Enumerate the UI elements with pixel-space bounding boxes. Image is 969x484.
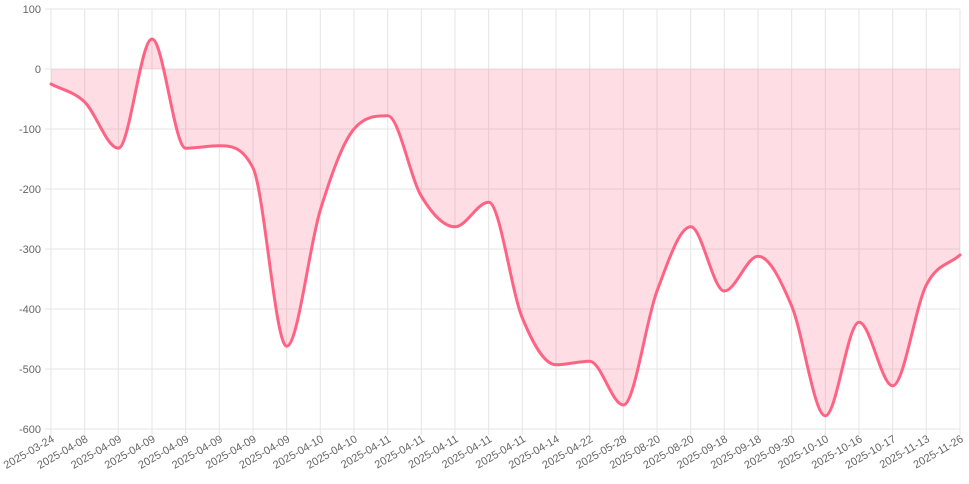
data-point[interactable] — [115, 145, 121, 151]
data-point[interactable] — [149, 36, 155, 42]
data-point[interactable] — [553, 362, 559, 368]
area-layer — [49, 37, 962, 418]
data-point[interactable] — [351, 126, 357, 132]
series-area-fill — [51, 39, 960, 416]
y-tick-label: -200 — [19, 184, 41, 196]
y-tick-label: -100 — [19, 124, 41, 136]
data-point[interactable] — [822, 413, 828, 419]
data-point[interactable] — [216, 143, 222, 149]
data-point[interactable] — [856, 319, 862, 325]
data-point[interactable] — [418, 193, 424, 199]
data-point[interactable] — [789, 303, 795, 309]
data-point[interactable] — [957, 252, 963, 258]
data-point[interactable] — [587, 358, 593, 364]
data-point[interactable] — [385, 113, 391, 119]
data-point[interactable] — [284, 343, 290, 349]
y-tick-label: 0 — [35, 64, 41, 76]
data-point[interactable] — [48, 81, 54, 87]
y-tick-label: -400 — [19, 304, 41, 316]
y-tick-label: -600 — [19, 424, 41, 436]
y-axis-ticks: 100 0 -100 -200 -300 -400 -500 -600 — [19, 4, 41, 436]
data-point[interactable] — [688, 224, 694, 230]
y-tick-label: 100 — [23, 4, 41, 16]
series-line — [49, 37, 962, 418]
data-point[interactable] — [755, 253, 761, 259]
data-point[interactable] — [721, 288, 727, 294]
data-point[interactable] — [519, 315, 525, 321]
data-point[interactable] — [654, 288, 660, 294]
y-tick-label: -300 — [19, 244, 41, 256]
data-point[interactable] — [183, 145, 189, 151]
data-point[interactable] — [923, 282, 929, 288]
data-point[interactable] — [890, 383, 896, 389]
data-point[interactable] — [317, 207, 323, 213]
data-point[interactable] — [452, 224, 458, 230]
data-point[interactable] — [82, 99, 88, 105]
data-point[interactable] — [486, 199, 492, 205]
y-tick-label: -500 — [19, 364, 41, 376]
data-point[interactable] — [250, 165, 256, 171]
grid-layer — [45, 8, 961, 435]
x-axis-ticks: 2025-03-242025-04-082025-04-092025-04-09… — [2, 433, 966, 472]
data-point[interactable] — [620, 402, 626, 408]
